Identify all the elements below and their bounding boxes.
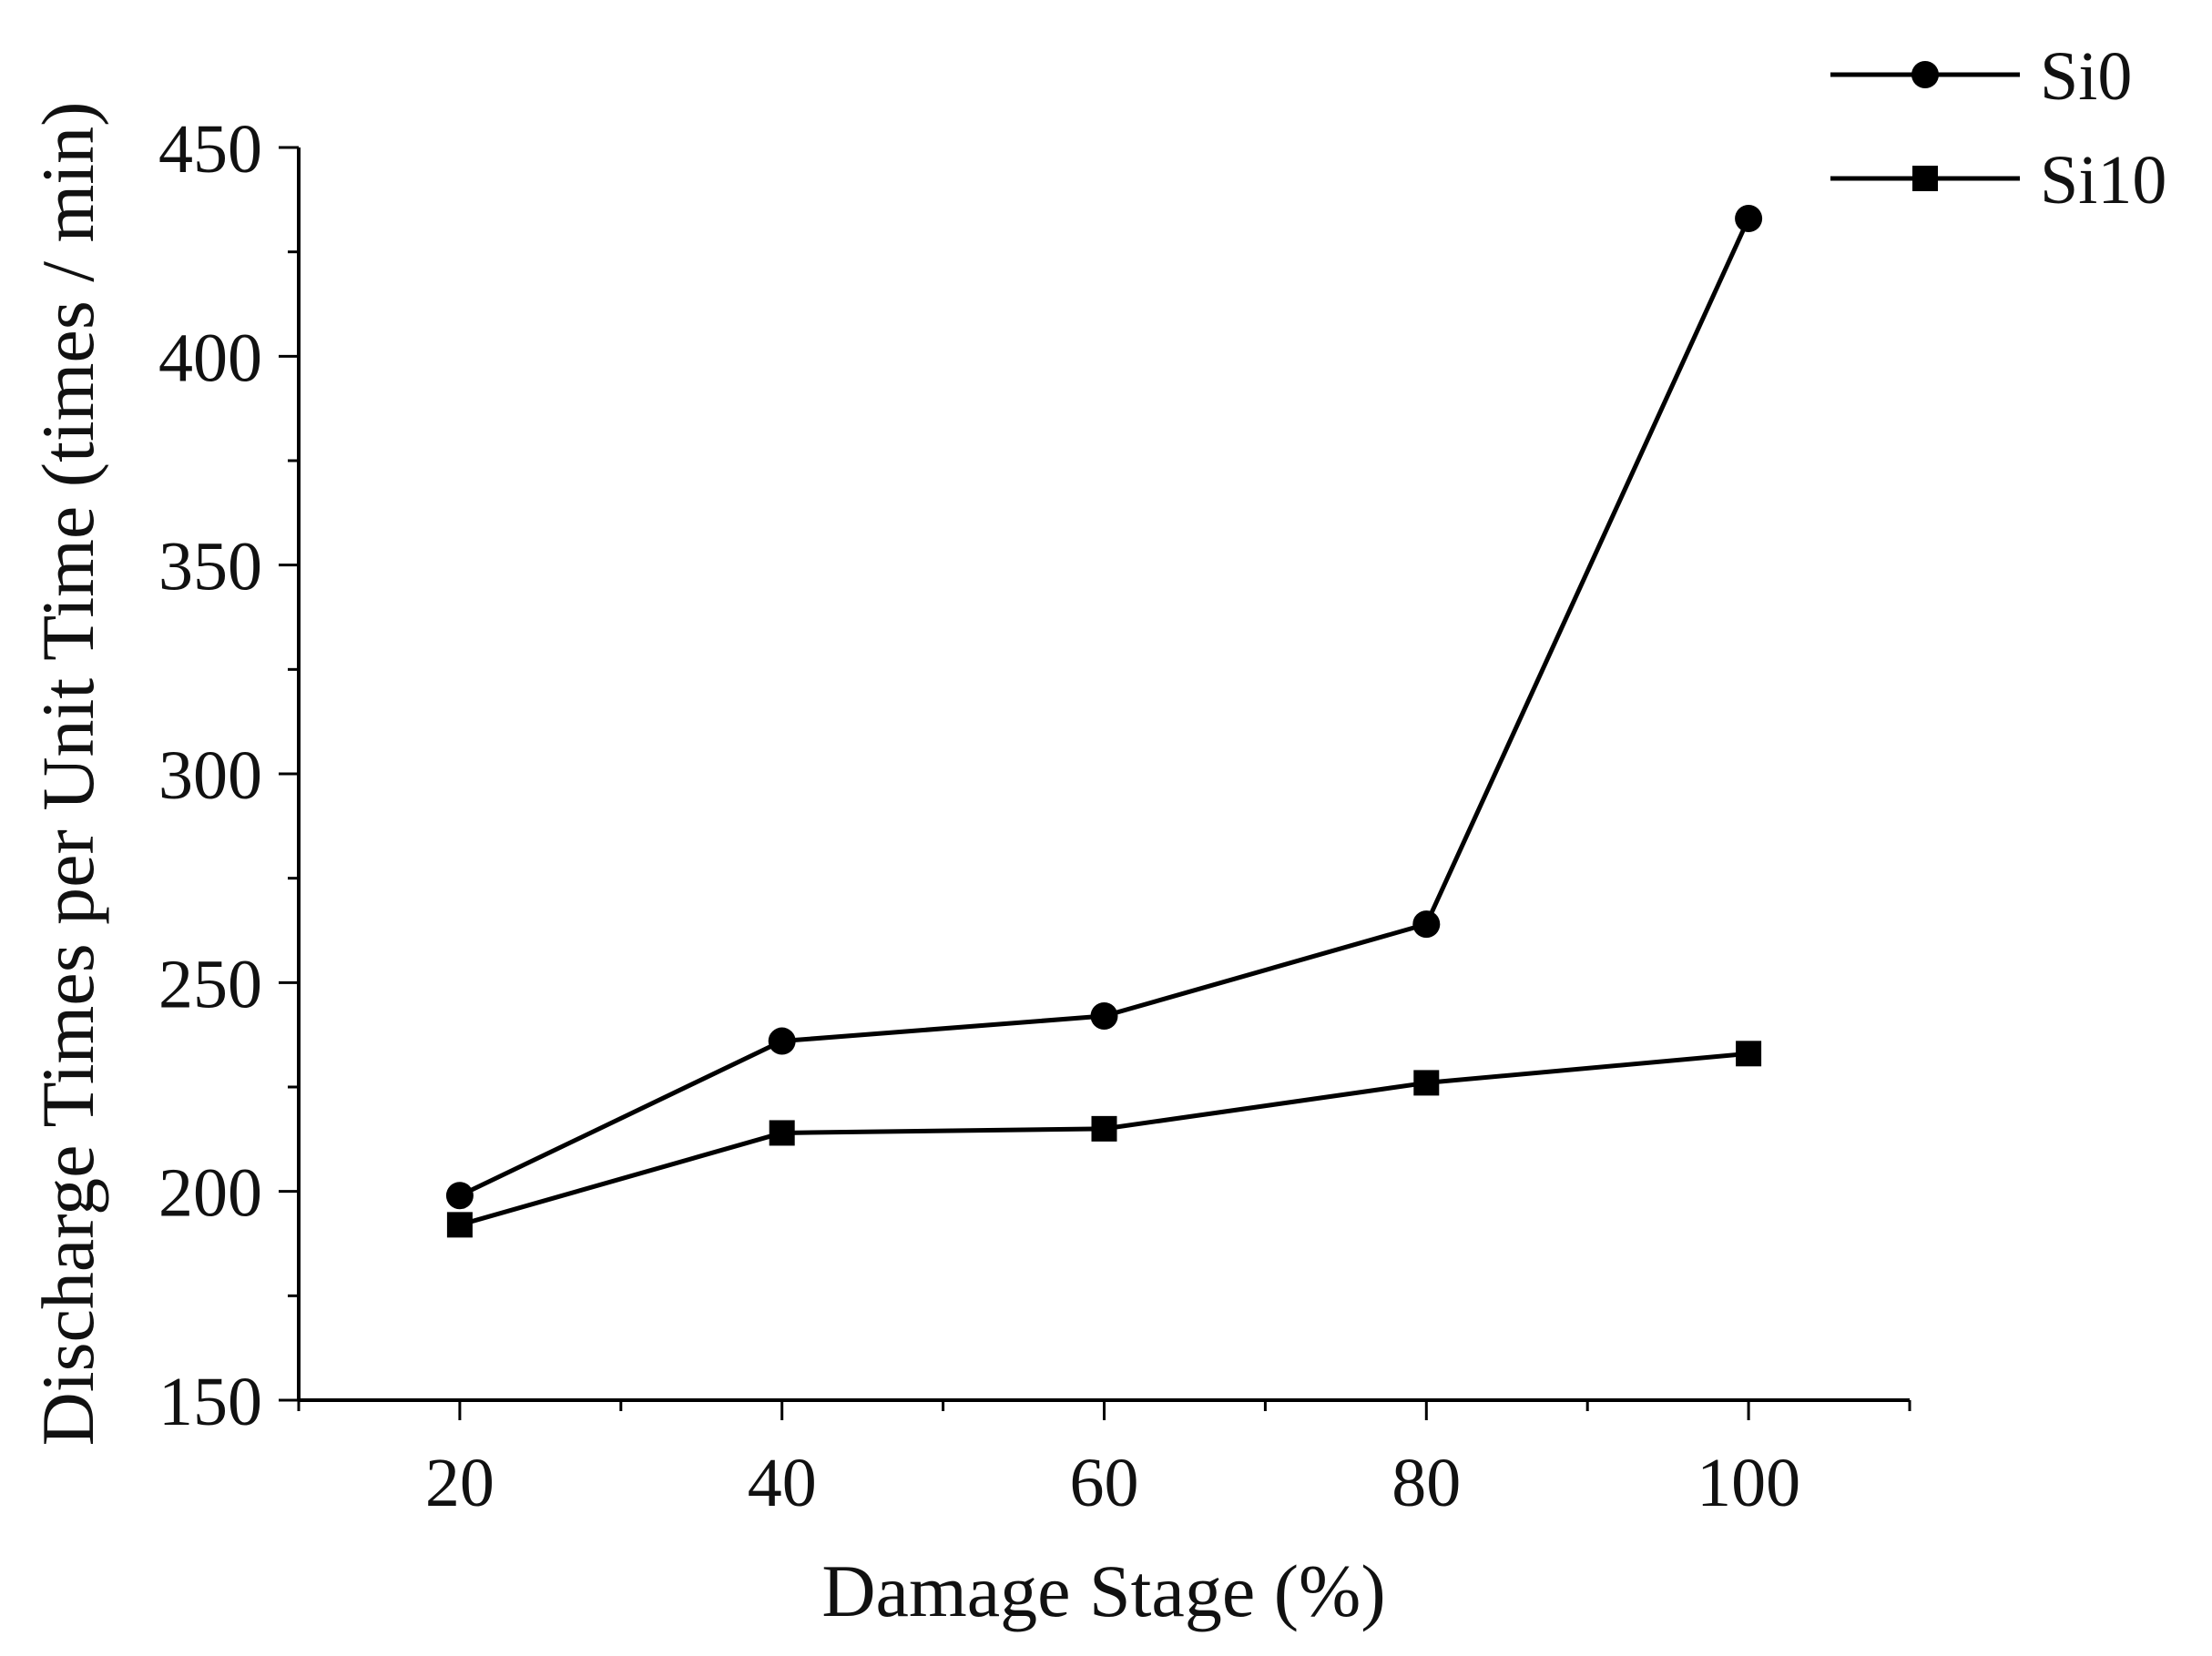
data-point-si0 bbox=[768, 1027, 796, 1055]
legend-label: Si10 bbox=[2040, 142, 2166, 218]
data-point-si0 bbox=[1412, 910, 1441, 939]
series-si10 bbox=[446, 1041, 1762, 1238]
series-group bbox=[445, 204, 1763, 1238]
legend-label: Si0 bbox=[2040, 38, 2132, 115]
x-tick-label: 20 bbox=[425, 1445, 494, 1521]
legend-marker-square bbox=[1912, 166, 1938, 191]
x-axis-title: Damage Stage (%) bbox=[821, 1549, 1385, 1632]
data-point-si10 bbox=[1091, 1115, 1117, 1142]
data-point-si10 bbox=[446, 1212, 473, 1238]
y-tick-label: 450 bbox=[158, 111, 262, 188]
legend-item-si10: Si10 bbox=[1830, 142, 2166, 218]
y-tick-label: 150 bbox=[158, 1364, 262, 1440]
data-point-si10 bbox=[1736, 1041, 1762, 1067]
y-tick-label: 400 bbox=[158, 320, 262, 396]
y-tick-label: 250 bbox=[158, 946, 262, 1022]
y-tick-label: 200 bbox=[158, 1155, 262, 1232]
series-line-si0 bbox=[458, 217, 1751, 1198]
series-si0 bbox=[445, 204, 1763, 1210]
legend: Si0 Si10 bbox=[1830, 38, 2166, 218]
ticks: 150 200 250 300 350 400 450 20 40 60 80 100 bbox=[158, 111, 1911, 1521]
data-point-si0 bbox=[1735, 204, 1763, 232]
legend-marker-circle bbox=[1911, 61, 1939, 88]
axes bbox=[297, 147, 1910, 1402]
x-tick-label: 100 bbox=[1697, 1445, 1800, 1521]
x-tick-label: 60 bbox=[1070, 1445, 1139, 1521]
x-tick-label: 80 bbox=[1391, 1445, 1461, 1521]
x-tick-label: 40 bbox=[748, 1445, 817, 1521]
y-axis-title: Discharge Times per Unit Time (times / m… bbox=[26, 102, 109, 1447]
data-point-si0 bbox=[1090, 1002, 1118, 1031]
y-tick-label: 300 bbox=[158, 737, 262, 814]
data-point-si10 bbox=[1413, 1070, 1440, 1096]
y-tick-label: 350 bbox=[158, 529, 262, 605]
data-point-si0 bbox=[445, 1182, 474, 1210]
data-point-si10 bbox=[769, 1120, 795, 1146]
legend-item-si0: Si0 bbox=[1830, 38, 2132, 115]
